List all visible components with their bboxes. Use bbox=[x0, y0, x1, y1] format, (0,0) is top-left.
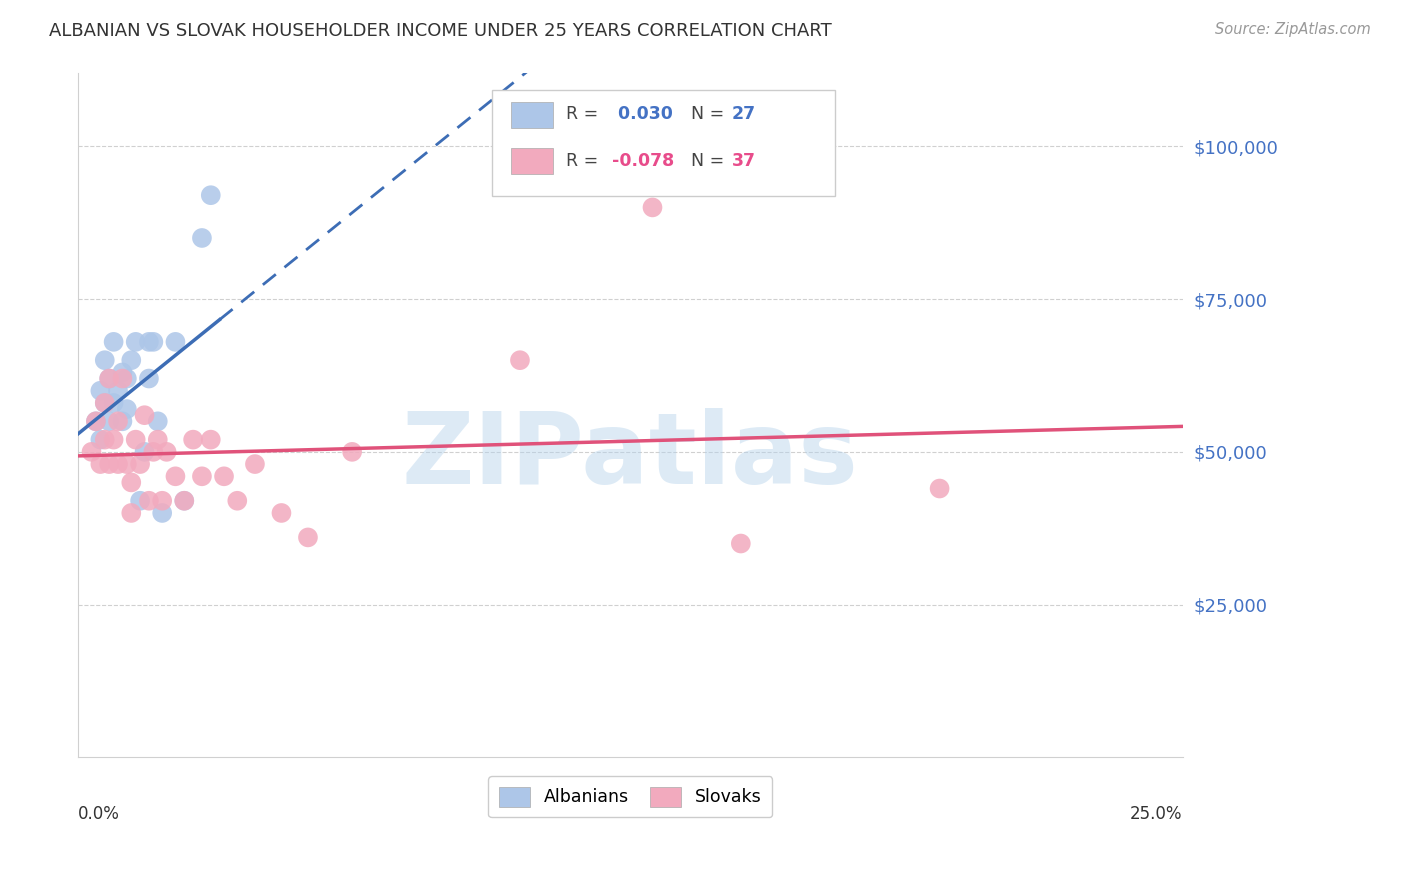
Point bbox=[173, 493, 195, 508]
Point bbox=[80, 445, 103, 459]
Point bbox=[107, 384, 129, 398]
Legend: Albanians, Slovaks: Albanians, Slovaks bbox=[488, 776, 772, 817]
Point bbox=[509, 353, 531, 368]
FancyBboxPatch shape bbox=[512, 148, 553, 174]
Point bbox=[94, 353, 117, 368]
Point bbox=[94, 396, 117, 410]
Point bbox=[103, 396, 125, 410]
Point bbox=[115, 457, 138, 471]
Point bbox=[107, 457, 129, 471]
Point bbox=[641, 201, 664, 215]
Point bbox=[89, 384, 111, 398]
Point bbox=[111, 414, 134, 428]
Point bbox=[120, 353, 142, 368]
Point bbox=[111, 371, 134, 385]
Point bbox=[156, 445, 179, 459]
Point bbox=[212, 469, 235, 483]
Point bbox=[270, 506, 292, 520]
Point bbox=[138, 334, 160, 349]
Text: R =: R = bbox=[567, 152, 599, 169]
Point bbox=[142, 445, 165, 459]
Point bbox=[730, 536, 752, 550]
Point bbox=[138, 493, 160, 508]
FancyBboxPatch shape bbox=[512, 102, 553, 128]
Point bbox=[84, 414, 107, 428]
Point bbox=[111, 366, 134, 380]
Point bbox=[94, 396, 117, 410]
Text: Source: ZipAtlas.com: Source: ZipAtlas.com bbox=[1215, 22, 1371, 37]
Point bbox=[142, 334, 165, 349]
Point bbox=[125, 334, 148, 349]
Point bbox=[134, 408, 156, 422]
Text: -0.078: -0.078 bbox=[612, 152, 673, 169]
Point bbox=[138, 371, 160, 385]
Point bbox=[150, 493, 173, 508]
Point bbox=[120, 506, 142, 520]
Text: ALBANIAN VS SLOVAK HOUSEHOLDER INCOME UNDER 25 YEARS CORRELATION CHART: ALBANIAN VS SLOVAK HOUSEHOLDER INCOME UN… bbox=[49, 22, 832, 40]
Point bbox=[98, 457, 121, 471]
Point bbox=[125, 433, 148, 447]
Text: 27: 27 bbox=[733, 105, 756, 123]
Point bbox=[297, 530, 319, 544]
Text: R =: R = bbox=[567, 105, 599, 123]
Point bbox=[103, 334, 125, 349]
Point bbox=[107, 414, 129, 428]
FancyBboxPatch shape bbox=[492, 90, 835, 196]
Point bbox=[115, 371, 138, 385]
Point bbox=[928, 482, 950, 496]
Point bbox=[146, 414, 169, 428]
Text: 37: 37 bbox=[733, 152, 756, 169]
Point bbox=[129, 493, 152, 508]
Point bbox=[120, 475, 142, 490]
Point bbox=[103, 433, 125, 447]
Point bbox=[200, 188, 222, 202]
Point bbox=[115, 402, 138, 417]
Point bbox=[146, 433, 169, 447]
Text: 0.030: 0.030 bbox=[612, 105, 672, 123]
Text: 0.0%: 0.0% bbox=[79, 805, 120, 823]
Point bbox=[84, 414, 107, 428]
Point bbox=[94, 433, 117, 447]
Point bbox=[98, 371, 121, 385]
Text: N =: N = bbox=[692, 105, 724, 123]
Point bbox=[98, 371, 121, 385]
Point bbox=[165, 334, 187, 349]
Point bbox=[173, 493, 195, 508]
Point bbox=[340, 445, 363, 459]
Point bbox=[150, 506, 173, 520]
Point bbox=[165, 469, 187, 483]
Text: 25.0%: 25.0% bbox=[1130, 805, 1182, 823]
Point bbox=[89, 457, 111, 471]
Point bbox=[191, 231, 214, 245]
Point bbox=[226, 493, 249, 508]
Point bbox=[200, 433, 222, 447]
Point bbox=[98, 414, 121, 428]
Point bbox=[181, 433, 204, 447]
Point bbox=[191, 469, 214, 483]
Point bbox=[134, 445, 156, 459]
Point bbox=[129, 457, 152, 471]
Text: N =: N = bbox=[692, 152, 724, 169]
Text: ZIPatlas: ZIPatlas bbox=[402, 408, 859, 505]
Point bbox=[89, 433, 111, 447]
Point bbox=[243, 457, 266, 471]
